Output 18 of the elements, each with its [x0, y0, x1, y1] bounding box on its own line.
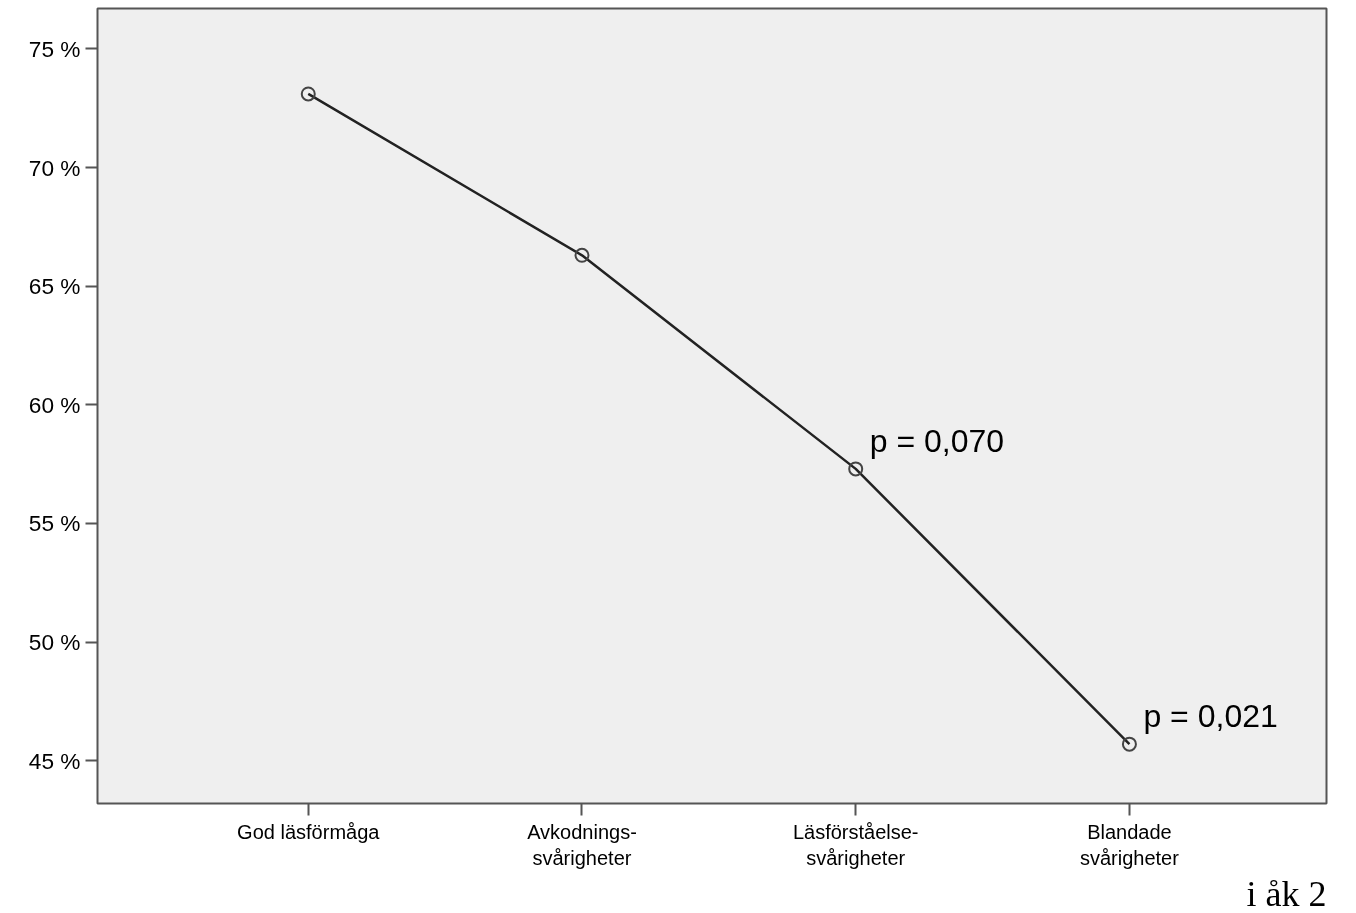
- y-tick-label: 75 %: [28, 35, 81, 62]
- y-tick-label: 70 %: [28, 154, 81, 181]
- y-tick-label: 55 %: [28, 510, 81, 537]
- y-tick-label: 60 %: [28, 391, 81, 418]
- text: i åk 2: [1246, 873, 1327, 913]
- point: [300, 86, 316, 102]
- x-tick-label: Avkodnings- svårigheter: [527, 820, 637, 869]
- x-tick-label: Läsförståelse- svårigheter: [792, 820, 919, 869]
- x-tick-label: Blandade svårigheter: [1079, 820, 1180, 869]
- y-tick-label: 65 %: [28, 273, 81, 300]
- point: [574, 247, 590, 263]
- annotation: p = 0,070: [869, 422, 1005, 459]
- annotation: p = 0,021: [1143, 698, 1278, 735]
- x-tick-label: God läsförmåga: [237, 820, 381, 843]
- y-tick-label: 50 %: [28, 629, 81, 656]
- point: [1121, 736, 1137, 752]
- point: [848, 461, 864, 477]
- y-tick-label: 45 %: [28, 747, 81, 774]
